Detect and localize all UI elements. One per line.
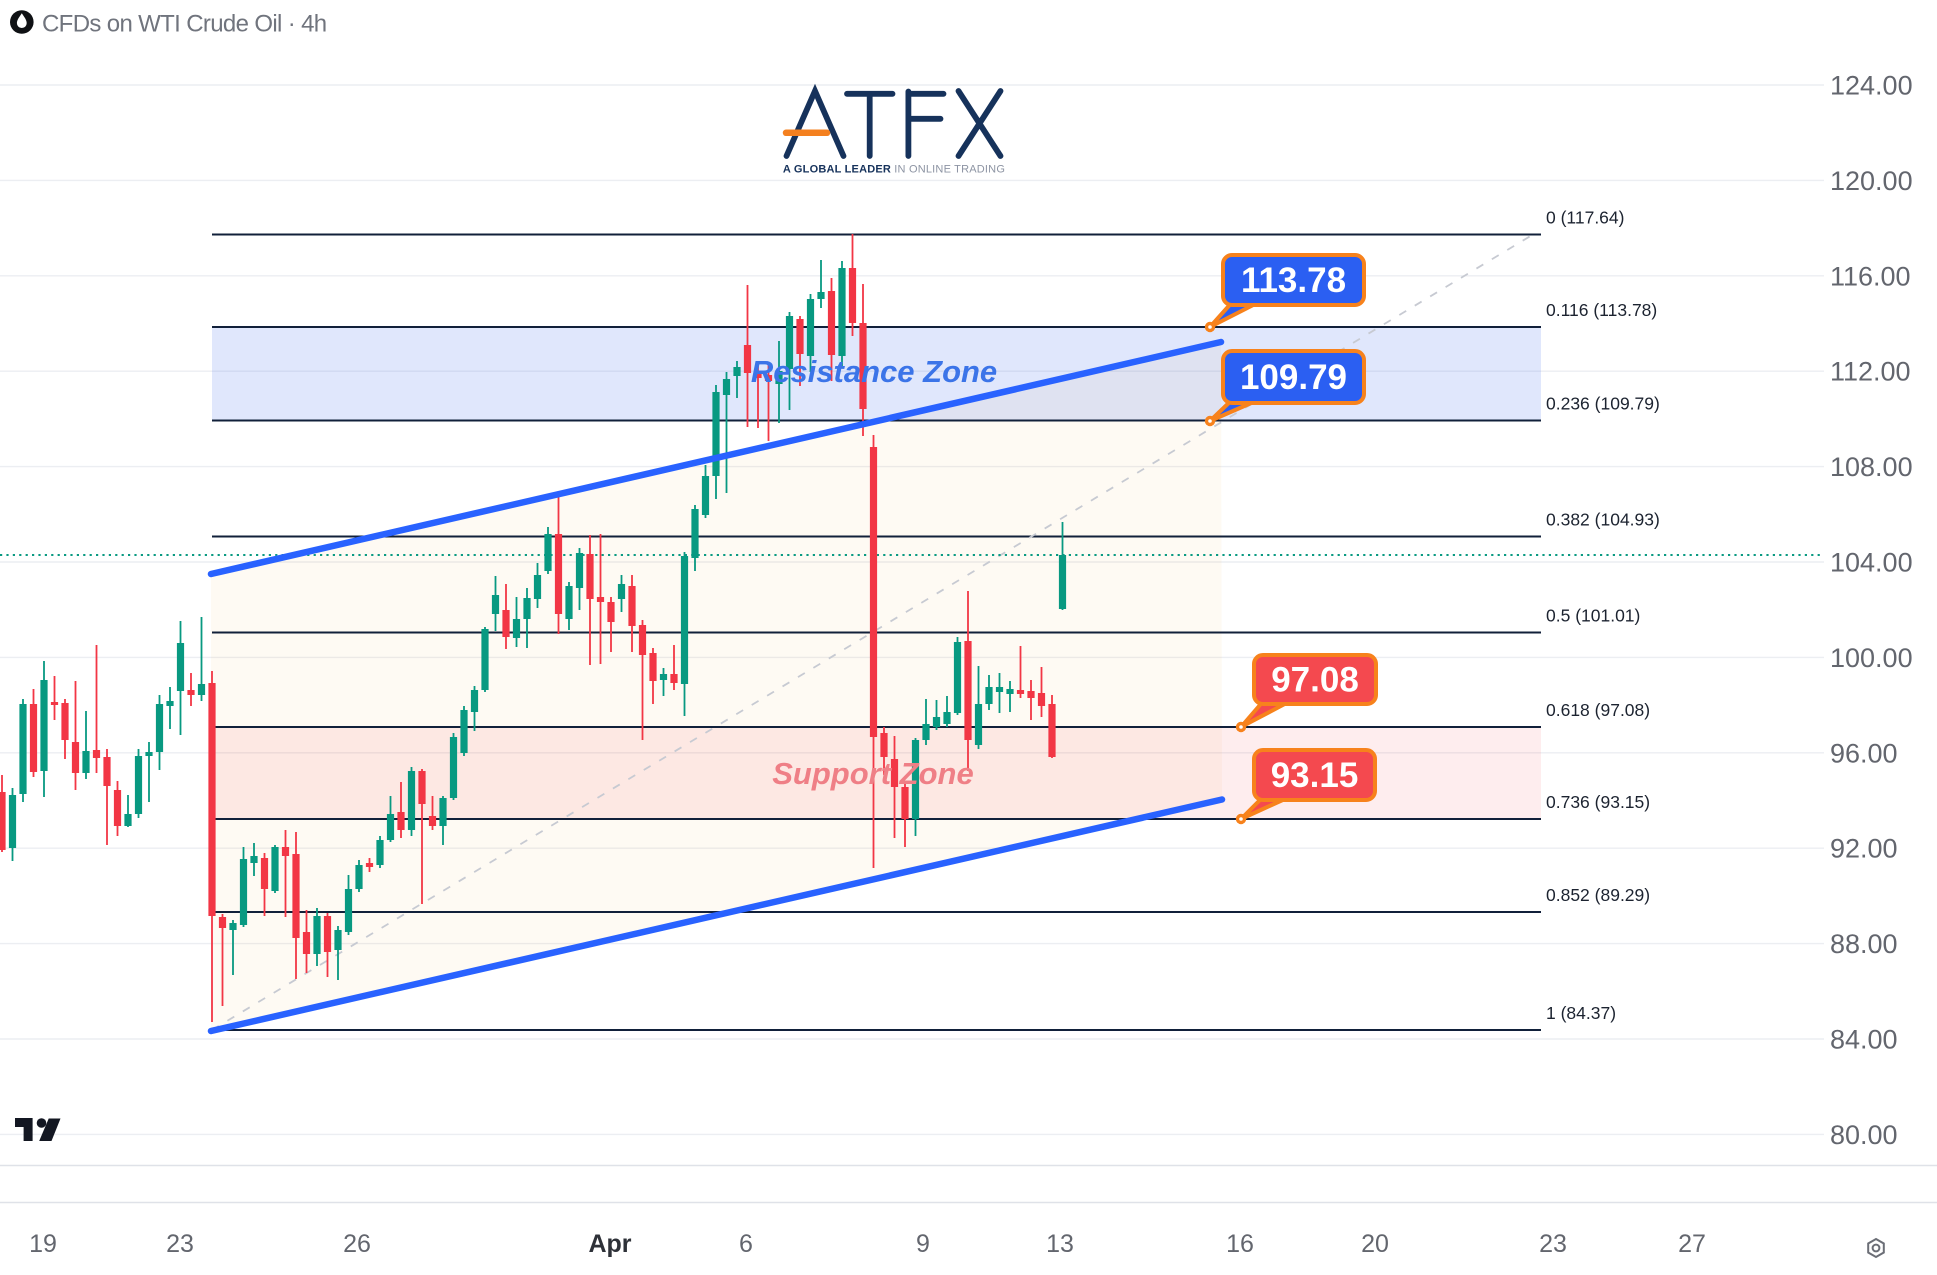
svg-text:104.00: 104.00 <box>1830 548 1913 578</box>
svg-text:Resistance Zone: Resistance Zone <box>751 354 997 389</box>
svg-text:Support Zone: Support Zone <box>772 756 973 791</box>
svg-text:0.618 (97.08): 0.618 (97.08) <box>1546 700 1650 720</box>
svg-text:84.00: 84.00 <box>1830 1025 1898 1055</box>
svg-text:120.00: 120.00 <box>1830 166 1913 196</box>
svg-text:26: 26 <box>343 1230 371 1258</box>
svg-text:23: 23 <box>1539 1230 1567 1258</box>
svg-text:97.08: 97.08 <box>1271 661 1359 700</box>
svg-text:Apr: Apr <box>588 1230 631 1258</box>
svg-text:CFDs on WTI Crude Oil · 4h: CFDs on WTI Crude Oil · 4h <box>42 11 327 38</box>
svg-text:116.00: 116.00 <box>1830 261 1911 291</box>
svg-text:23: 23 <box>166 1230 194 1258</box>
svg-text:0.852 (89.29): 0.852 (89.29) <box>1546 885 1650 905</box>
svg-text:0.736 (93.15): 0.736 (93.15) <box>1546 792 1650 812</box>
svg-text:1 (84.37): 1 (84.37) <box>1546 1003 1616 1023</box>
svg-text:0.5 (101.01): 0.5 (101.01) <box>1546 606 1640 626</box>
svg-text:112.00: 112.00 <box>1830 357 1911 387</box>
svg-text:0.236 (109.79): 0.236 (109.79) <box>1546 394 1660 414</box>
svg-text:88.00: 88.00 <box>1830 929 1898 959</box>
svg-text:93.15: 93.15 <box>1271 756 1359 795</box>
svg-text:0.382 (104.93): 0.382 (104.93) <box>1546 510 1660 530</box>
svg-text:13: 13 <box>1046 1230 1074 1258</box>
svg-text:9: 9 <box>916 1230 930 1258</box>
svg-text:92.00: 92.00 <box>1830 834 1898 864</box>
svg-text:108.00: 108.00 <box>1830 452 1913 482</box>
svg-text:100.00: 100.00 <box>1830 643 1913 673</box>
svg-text:27: 27 <box>1678 1230 1706 1258</box>
svg-text:96.00: 96.00 <box>1830 738 1898 768</box>
svg-text:16: 16 <box>1226 1230 1254 1258</box>
svg-text:19: 19 <box>29 1230 57 1258</box>
svg-text:113.78: 113.78 <box>1241 261 1346 300</box>
svg-text:20: 20 <box>1361 1230 1389 1258</box>
svg-text:0 (117.64): 0 (117.64) <box>1546 208 1624 228</box>
svg-text:124.00: 124.00 <box>1830 71 1913 101</box>
svg-text:0.116 (113.78): 0.116 (113.78) <box>1546 300 1657 320</box>
svg-text:A GLOBAL LEADER IN ONLINE TRAD: A GLOBAL LEADER IN ONLINE TRADING <box>783 164 1005 176</box>
svg-text:109.79: 109.79 <box>1240 358 1347 397</box>
svg-text:6: 6 <box>739 1230 753 1258</box>
svg-text:80.00: 80.00 <box>1830 1120 1898 1150</box>
